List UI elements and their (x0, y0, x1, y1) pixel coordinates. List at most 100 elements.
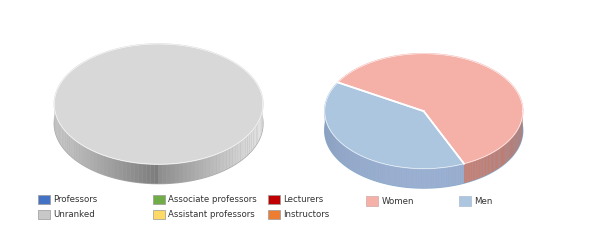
Bar (153, 210, 165, 219)
Polygon shape (501, 146, 502, 167)
Polygon shape (464, 163, 466, 183)
Polygon shape (251, 129, 253, 151)
Polygon shape (378, 162, 380, 182)
Polygon shape (376, 162, 378, 182)
Polygon shape (365, 158, 368, 178)
Polygon shape (245, 136, 248, 157)
Polygon shape (101, 154, 104, 175)
Polygon shape (130, 162, 134, 182)
Polygon shape (436, 168, 439, 188)
Text: Instructors: Instructors (283, 210, 329, 219)
Polygon shape (451, 166, 454, 186)
Polygon shape (404, 168, 407, 187)
Polygon shape (122, 161, 127, 181)
Polygon shape (414, 168, 416, 188)
Polygon shape (250, 131, 251, 153)
Polygon shape (515, 132, 516, 153)
Polygon shape (504, 144, 505, 164)
Polygon shape (229, 147, 232, 168)
Polygon shape (91, 150, 94, 171)
Bar (366, 197, 378, 206)
Polygon shape (514, 133, 515, 154)
Polygon shape (163, 164, 167, 184)
Polygon shape (389, 165, 392, 185)
Polygon shape (134, 162, 138, 182)
Polygon shape (431, 168, 434, 188)
Polygon shape (261, 114, 262, 135)
Polygon shape (510, 138, 511, 159)
Polygon shape (500, 147, 501, 168)
Polygon shape (480, 158, 482, 178)
Polygon shape (461, 164, 463, 184)
Polygon shape (392, 166, 394, 186)
Polygon shape (258, 120, 259, 142)
Polygon shape (401, 167, 404, 187)
Polygon shape (466, 163, 467, 183)
Polygon shape (127, 161, 130, 181)
Polygon shape (328, 126, 329, 147)
Text: Men: Men (474, 197, 493, 206)
Polygon shape (179, 162, 183, 182)
Polygon shape (59, 123, 61, 144)
Polygon shape (471, 161, 472, 181)
Text: Associate professors: Associate professors (169, 195, 257, 204)
Polygon shape (167, 164, 171, 183)
Polygon shape (217, 153, 220, 174)
Polygon shape (260, 116, 261, 138)
Polygon shape (187, 161, 191, 181)
Polygon shape (77, 141, 79, 162)
Polygon shape (119, 160, 122, 180)
Polygon shape (434, 168, 436, 188)
Polygon shape (444, 167, 446, 187)
Polygon shape (235, 143, 238, 164)
Polygon shape (97, 153, 101, 174)
Polygon shape (58, 120, 59, 142)
Polygon shape (449, 166, 451, 186)
Polygon shape (56, 116, 57, 138)
Polygon shape (259, 118, 260, 140)
Polygon shape (424, 168, 427, 188)
Polygon shape (513, 135, 514, 156)
Polygon shape (329, 129, 330, 150)
Polygon shape (104, 155, 107, 176)
Polygon shape (493, 151, 494, 172)
Polygon shape (62, 127, 64, 149)
Polygon shape (82, 145, 85, 166)
Polygon shape (419, 168, 421, 188)
Polygon shape (463, 164, 464, 183)
Polygon shape (346, 147, 347, 167)
Polygon shape (347, 148, 349, 168)
Polygon shape (330, 130, 331, 151)
Polygon shape (338, 54, 523, 164)
Polygon shape (442, 168, 444, 187)
Polygon shape (412, 168, 414, 188)
Polygon shape (399, 167, 401, 186)
Polygon shape (344, 145, 346, 166)
Polygon shape (64, 129, 65, 151)
Polygon shape (350, 150, 352, 170)
Polygon shape (341, 143, 343, 164)
Polygon shape (55, 44, 263, 164)
Polygon shape (505, 143, 506, 163)
Polygon shape (248, 133, 250, 155)
Polygon shape (61, 125, 62, 147)
Polygon shape (325, 73, 523, 188)
Polygon shape (383, 163, 385, 183)
Polygon shape (325, 83, 464, 169)
Polygon shape (380, 163, 383, 183)
Polygon shape (511, 137, 512, 158)
Polygon shape (374, 161, 376, 181)
Polygon shape (429, 168, 431, 188)
Polygon shape (70, 136, 72, 157)
Polygon shape (138, 163, 142, 183)
Polygon shape (155, 164, 158, 184)
Text: Women: Women (382, 197, 414, 206)
Polygon shape (68, 133, 70, 155)
Bar (153, 195, 165, 204)
Polygon shape (485, 156, 486, 176)
Polygon shape (479, 158, 480, 178)
Polygon shape (446, 167, 449, 186)
Polygon shape (209, 155, 213, 176)
Polygon shape (458, 164, 461, 185)
Polygon shape (343, 144, 344, 165)
